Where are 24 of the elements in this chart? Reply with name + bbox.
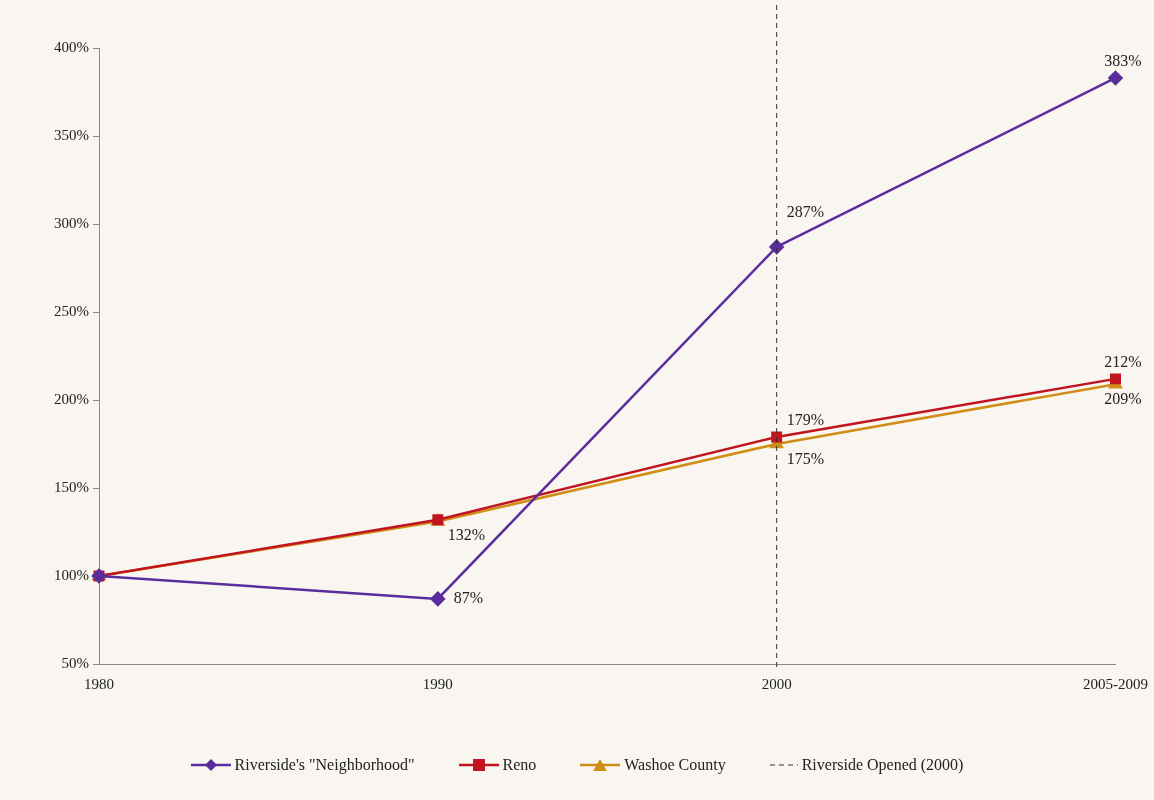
y-tick-label: 350% xyxy=(54,126,89,143)
legend-label: Reno xyxy=(502,756,537,774)
data-label: 179% xyxy=(786,411,824,429)
data-label: 212% xyxy=(1104,353,1142,371)
legend-label: Riverside Opened (2000) xyxy=(801,756,964,774)
data-label: 132% xyxy=(447,525,486,543)
legend-label: Riverside's "Neighborhood" xyxy=(234,756,415,774)
legend-label: Washoe County xyxy=(624,756,726,774)
y-tick-label: 100% xyxy=(54,566,89,583)
x-tick-label: 1980 xyxy=(84,675,114,692)
y-tick-label: 150% xyxy=(54,478,89,495)
x-tick-label: 2005-2009 xyxy=(1083,675,1148,692)
y-tick-label: 300% xyxy=(54,214,89,231)
x-tick-label: 1990 xyxy=(422,675,453,692)
x-tick-label: 2000 xyxy=(761,675,792,692)
data-label: 175% xyxy=(786,450,824,468)
y-tick-label: 250% xyxy=(54,302,89,319)
y-tick-label: 200% xyxy=(54,390,89,407)
data-label: 287% xyxy=(786,203,824,221)
data-label: 87% xyxy=(453,589,484,607)
y-tick-label: 50% xyxy=(61,654,89,671)
data-label: 209% xyxy=(1104,390,1142,408)
y-tick-label: 400% xyxy=(54,38,89,55)
data-label: 383% xyxy=(1104,52,1142,70)
